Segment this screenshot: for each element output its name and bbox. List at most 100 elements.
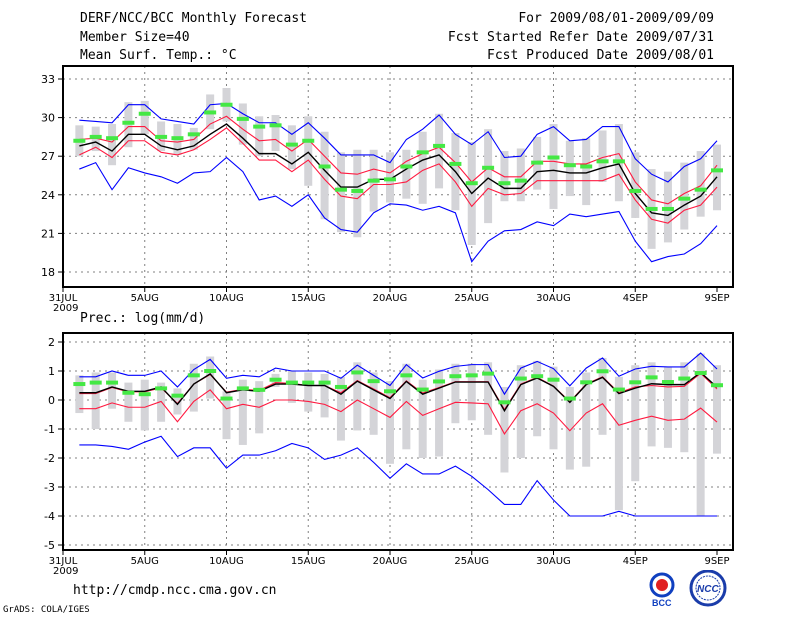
- spread-bar: [435, 113, 444, 189]
- observed-marker: [531, 374, 544, 379]
- observed-marker: [678, 196, 691, 201]
- spread-bar: [287, 125, 296, 170]
- x-tick-label: 25AUG: [454, 293, 489, 304]
- spread-bar: [304, 116, 313, 186]
- observed-marker: [433, 379, 446, 384]
- y-tick-label: -2: [44, 452, 55, 465]
- spread-bar: [238, 379, 247, 445]
- observed-marker: [612, 159, 625, 164]
- forecast-period: For 2009/08/01-2009/09/09: [518, 11, 714, 26]
- x-tick-label: 5AUG: [131, 556, 159, 567]
- spread-bar: [238, 103, 247, 145]
- spread-bar: [484, 362, 493, 435]
- observed-marker: [122, 390, 135, 395]
- spread-bar: [91, 372, 100, 429]
- x-tick-label: 15AUG: [291, 556, 326, 567]
- observed-marker: [187, 373, 200, 378]
- x-tick-label: 9SEP: [704, 293, 729, 304]
- series-line-mean: [79, 123, 718, 217]
- observed-marker: [629, 188, 642, 193]
- observed-marker: [384, 177, 396, 182]
- observed-marker: [187, 132, 200, 137]
- plot-frame: [62, 332, 734, 551]
- observed-marker: [482, 371, 495, 376]
- observed-marker: [236, 116, 249, 121]
- observed-marker: [465, 373, 478, 378]
- spread-bar: [614, 376, 623, 511]
- observed-marker: [711, 383, 723, 388]
- spread-bar: [549, 124, 558, 209]
- observed-marker: [253, 387, 266, 392]
- spread-bar: [353, 149, 362, 238]
- observed-marker: [661, 380, 674, 385]
- spread-bar: [451, 363, 460, 424]
- observed-marker: [400, 164, 413, 169]
- spread-bar: [484, 129, 493, 224]
- spread-bar: [631, 152, 640, 218]
- bcc-logo: BCC: [649, 572, 675, 608]
- spread-bar: [75, 375, 84, 414]
- observed-marker: [204, 369, 217, 373]
- y-tick-label: -3: [44, 481, 55, 494]
- observed-marker: [73, 138, 86, 143]
- observed-marker: [498, 181, 511, 186]
- observed-marker: [711, 168, 723, 173]
- x-tick-label: 31JUL: [49, 556, 78, 567]
- observed-marker: [629, 380, 642, 385]
- series-line-lower: [79, 389, 718, 435]
- x-tick-label: 2009: [53, 303, 78, 314]
- observed-marker: [318, 380, 331, 385]
- observed-marker: [596, 159, 609, 164]
- observed-marker: [89, 134, 102, 139]
- spread-bar: [353, 362, 362, 431]
- spread-bar: [402, 149, 411, 199]
- member-size: Member Size=40: [80, 30, 190, 45]
- variable-label-temp: Mean Surf. Temp.: °C: [80, 48, 237, 63]
- y-tick-label: 2: [48, 336, 55, 349]
- y-tick-label: -4: [44, 510, 55, 523]
- observed-marker: [269, 123, 282, 128]
- spread-bar: [549, 366, 558, 450]
- y-tick-label: 27: [41, 150, 55, 163]
- observed-marker: [384, 389, 396, 394]
- observed-marker: [285, 142, 298, 147]
- observed-marker: [400, 373, 413, 378]
- observed-marker: [122, 120, 135, 125]
- observed-marker: [645, 375, 658, 380]
- series-line-min: [79, 435, 717, 517]
- spread-bar: [287, 371, 296, 403]
- spread-bar: [255, 116, 264, 157]
- observed-marker: [482, 165, 495, 170]
- plot-frame: [62, 65, 734, 288]
- y-tick-label: 21: [41, 227, 55, 240]
- observed-marker: [285, 380, 298, 385]
- observed-marker: [138, 111, 151, 116]
- observed-marker: [563, 163, 576, 168]
- spread-bar: [189, 363, 198, 412]
- spread-bar: [320, 131, 329, 220]
- variable-label-prec: Prec.: log(mm/d): [80, 311, 206, 326]
- observed-marker: [498, 400, 511, 405]
- y-tick-label: -5: [44, 539, 55, 552]
- x-tick-label: 10AUG: [209, 293, 244, 304]
- observed-marker: [171, 393, 184, 398]
- observed-marker: [73, 382, 86, 387]
- x-tick-label: 20AUG: [373, 293, 408, 304]
- observed-marker: [514, 178, 527, 183]
- y-tick-label: 0: [48, 394, 55, 407]
- spread-bar: [386, 381, 394, 464]
- spread-bar: [320, 373, 329, 418]
- spread-bar: [565, 140, 574, 197]
- x-tick-label: 2009: [53, 566, 78, 577]
- observed-marker: [138, 392, 151, 397]
- spread-bar: [565, 386, 574, 470]
- observed-marker: [220, 102, 233, 107]
- svg-text:NCC: NCC: [697, 584, 719, 595]
- spread-bar: [140, 379, 149, 431]
- source-url[interactable]: http://cmdp.ncc.cma.gov.cn: [73, 583, 277, 598]
- observed-marker: [334, 384, 347, 389]
- observed-marker: [645, 206, 658, 211]
